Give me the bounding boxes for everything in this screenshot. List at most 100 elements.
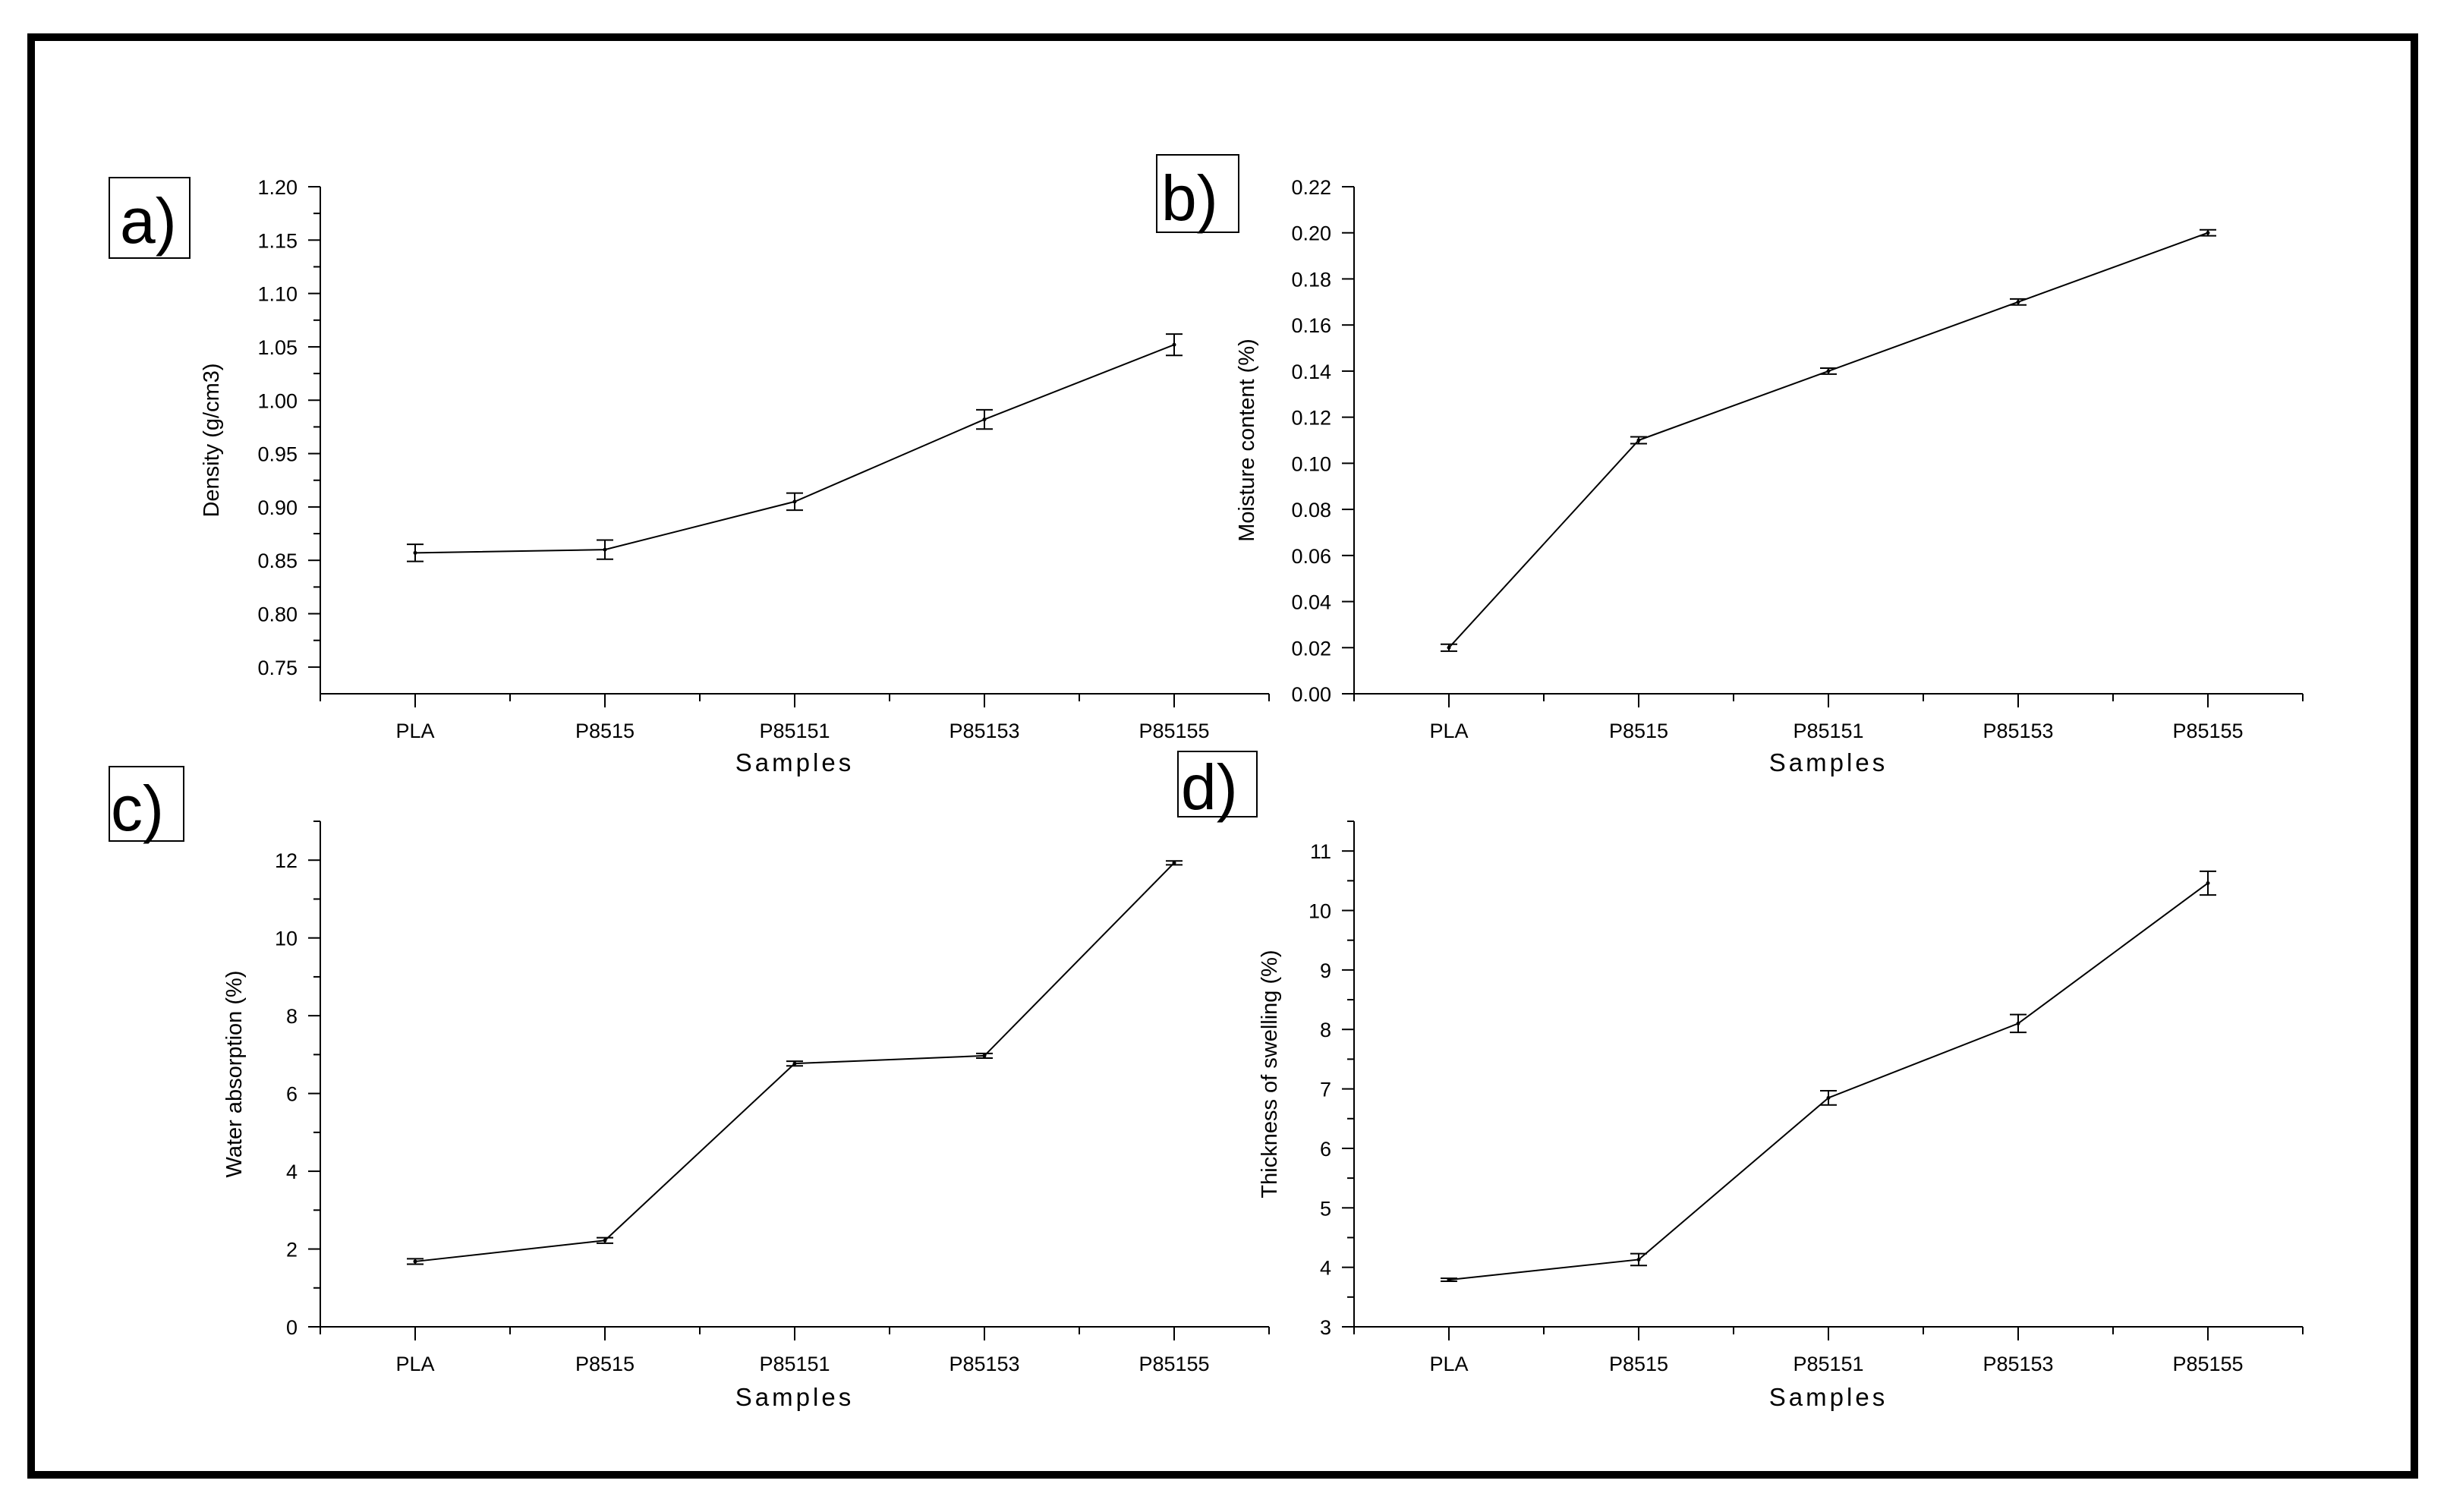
chart-0-x-tick-label: P8515 <box>575 720 635 742</box>
chart-0-y-tick-label: 0.90 <box>257 496 298 519</box>
panel-b: PLA P8515 P85151 P85153 P85155 0.00 0.02 0.04 0.… <box>1156 154 2304 776</box>
chart-1-data-point <box>1636 438 1641 443</box>
chart-3-y-tick-label: 8 <box>1320 1019 1331 1041</box>
chart-3-x-tick-label: P85155 <box>2172 1353 2243 1375</box>
chart-3-x-tick-label: PLA <box>1429 1353 1468 1375</box>
chart-1-data-point <box>2206 231 2210 235</box>
chart-1-y-tick-label: 0.00 <box>1291 683 1331 706</box>
chart-0-x-tick-label: P85155 <box>1138 720 1209 742</box>
chart-2-y-tick-label: 10 <box>275 928 298 950</box>
panel-c: PLA P8515 P85151 P85153 P85155 0 2 4 6 8 10 12 Sampl… <box>109 766 1270 1411</box>
chart-1-x-tick-label: P85153 <box>1982 720 2053 742</box>
chart-0-panel-letter-box <box>109 177 191 259</box>
chart-2-y-tick-label: 8 <box>286 1005 298 1028</box>
chart-3-y-tick-label: 4 <box>1320 1257 1331 1280</box>
chart-0-x-tick-label: P85151 <box>759 720 830 742</box>
chart-1-y-tick-label: 0.10 <box>1291 452 1331 475</box>
panel-d: PLA P8515 P85151 P85153 P85155 3 4 5 6 7 8 9 10 11 Sam… <box>1177 751 2304 1411</box>
chart-0-data-point <box>413 550 417 555</box>
chart-2-y-tick-label: 12 <box>275 849 298 872</box>
chart-0-y-tick-label: 0.80 <box>257 603 298 626</box>
chart-0-x-tick-label: P85153 <box>949 720 1019 742</box>
chart-2-x-axis-title: Samples <box>735 1383 854 1411</box>
chart-2-data-point <box>982 1054 987 1058</box>
chart-3-data-point <box>2016 1021 2020 1025</box>
chart-1-y-axis-title: Moisture content (%) <box>1235 339 1259 542</box>
chart-3-x-axis-title: Samples <box>1769 1383 1888 1411</box>
chart-1-y-tick-label: 0.16 <box>1291 314 1331 337</box>
chart-2-data-point <box>792 1061 797 1066</box>
chart-0-y-tick-label: 0.85 <box>257 550 298 572</box>
chart-3-data-point <box>2206 880 2210 885</box>
chart-1-x-tick-label: P85155 <box>2172 720 2243 742</box>
chart-2-x-tick-label: P85151 <box>759 1353 830 1375</box>
chart-3-panel-letter: d) <box>1181 751 1238 823</box>
chart-0-data-point <box>792 499 797 504</box>
chart-1-data-point <box>1447 645 1451 650</box>
chart-0-y-tick-label: 1.00 <box>257 389 298 412</box>
chart-3-x-tick-label: P85151 <box>1793 1353 1863 1375</box>
chart-0-data-point <box>982 417 987 422</box>
chart-2-data-point <box>413 1259 417 1264</box>
chart-2-x-tick-label: PLA <box>395 1353 434 1375</box>
chart-3-data-point <box>1826 1095 1831 1100</box>
chart-0-y-tick-label: 1.10 <box>257 283 298 306</box>
chart-1-x-tick-label: P8515 <box>1609 720 1668 742</box>
chart-2-y-tick-label: 6 <box>286 1083 298 1106</box>
chart-2-x-tick-label: P85153 <box>949 1353 1019 1375</box>
panel-a: PLA P8515 P85151 P85153 P85155 0.75 0.80 0.85 0.… <box>109 176 1270 776</box>
chart-2-y-axis-title: Water absorption (%) <box>222 971 247 1178</box>
chart-1-y-tick-label: 0.22 <box>1291 176 1331 199</box>
chart-0-panel-letter: a) <box>120 185 177 257</box>
chart-2-y-tick-label: 0 <box>286 1316 298 1339</box>
chart-0-y-tick-label: 0.95 <box>257 443 298 466</box>
chart-0-y-tick-label: 1.20 <box>257 176 298 199</box>
chart-3-y-tick-label: 9 <box>1320 959 1331 982</box>
chart-1-y-tick-label: 0.12 <box>1291 407 1331 430</box>
chart-1-y-tick-label: 0.18 <box>1291 268 1331 291</box>
chart-1-y-tick-label: 0.08 <box>1291 499 1331 521</box>
chart-3-y-tick-label: 5 <box>1320 1197 1331 1220</box>
chart-1-y-tick-label: 0.06 <box>1291 545 1331 568</box>
chart-3-y-tick-label: 6 <box>1320 1138 1331 1161</box>
chart-0-y-tick-label: 1.15 <box>257 229 298 252</box>
chart-1-panel-letter: b) <box>1161 162 1218 234</box>
chart-3-panel-letter-box <box>1177 751 1258 817</box>
chart-0-y-tick-label: 0.75 <box>257 657 298 679</box>
chart-2-data-point <box>1172 861 1176 865</box>
figure-border <box>27 33 2418 1479</box>
chart-2-panel-letter: c) <box>111 773 164 844</box>
chart-3-y-tick-label: 11 <box>1310 840 1331 863</box>
chart-0-data-point <box>1172 342 1176 347</box>
chart-2-panel-letter-box <box>109 766 184 842</box>
chart-2-x-tick-label: P8515 <box>575 1353 635 1375</box>
chart-3-x-tick-label: P8515 <box>1609 1353 1668 1375</box>
chart-2-y-tick-label: 2 <box>286 1239 298 1262</box>
chart-3-data-point <box>1447 1277 1451 1282</box>
chart-0-x-tick-label: PLA <box>395 720 434 742</box>
chart-3-y-tick-label: 3 <box>1320 1316 1331 1339</box>
chart-1-series-line <box>1448 232 2209 648</box>
chart-3-x-tick-label: P85153 <box>1982 1353 2053 1375</box>
chart-0-data-point <box>603 547 607 552</box>
chart-0-y-axis-title: Density (g/cm3) <box>200 363 224 517</box>
chart-3-y-axis-title: Thickness of swelling (%) <box>1258 950 1282 1198</box>
chart-0-x-axis-title: Samples <box>735 748 854 776</box>
chart-0-y-tick-label: 1.05 <box>257 336 298 359</box>
chart-3-data-point <box>1636 1257 1641 1262</box>
chart-1-data-point <box>1826 369 1831 373</box>
chart-1-y-tick-label: 0.04 <box>1291 591 1331 614</box>
chart-1-y-tick-label: 0.14 <box>1291 361 1331 383</box>
chart-3-y-tick-label: 7 <box>1320 1079 1331 1101</box>
chart-1-x-tick-label: PLA <box>1429 720 1468 742</box>
chart-1-y-tick-label: 0.20 <box>1291 222 1331 245</box>
chart-2-data-point <box>603 1238 607 1243</box>
chart-1-y-tick-label: 0.02 <box>1291 637 1331 660</box>
chart-2-x-tick-label: P85155 <box>1138 1353 1209 1375</box>
chart-1-panel-letter-box <box>1156 154 1239 233</box>
chart-1-data-point <box>2016 300 2020 304</box>
chart-3-y-tick-label: 10 <box>1309 900 1331 923</box>
chart-1-x-tick-label: P85151 <box>1793 720 1863 742</box>
chart-1-x-axis-title: Samples <box>1769 748 1888 776</box>
